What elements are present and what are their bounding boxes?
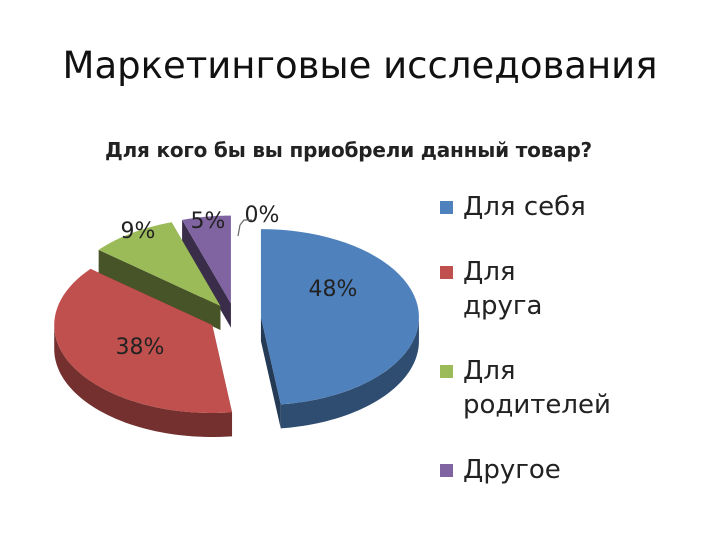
legend-label: Для себя bbox=[463, 192, 586, 222]
data-label: 5% bbox=[191, 209, 226, 234]
legend-item-parents: Для родителей bbox=[440, 354, 710, 422]
slice-friend bbox=[54, 268, 233, 438]
legend-swatch bbox=[440, 201, 453, 214]
chart-legend: Для себя Для друга Для родителей Другое bbox=[440, 190, 710, 518]
legend-label: Для друга bbox=[463, 257, 543, 321]
legend-label: Для родителей bbox=[463, 356, 611, 420]
legend-item-self: Для себя bbox=[440, 190, 710, 224]
slide-title: Маркетинговые исследования bbox=[62, 44, 658, 87]
leader-line bbox=[239, 219, 252, 226]
legend-label: Другое bbox=[463, 455, 561, 485]
chart-title: Для кого бы вы приобрели данный товар? bbox=[105, 138, 592, 162]
data-label: 9% bbox=[121, 219, 156, 244]
leader-line bbox=[237, 224, 241, 237]
legend-item-friend: Для друга bbox=[440, 255, 710, 323]
legend-item-other: Другое bbox=[440, 453, 710, 487]
data-label: 0% bbox=[245, 203, 280, 228]
slice-self bbox=[260, 229, 419, 429]
legend-swatch bbox=[440, 365, 453, 378]
slice-other bbox=[182, 215, 231, 328]
data-label: 48% bbox=[309, 277, 358, 302]
legend-swatch bbox=[440, 266, 453, 279]
legend-swatch bbox=[440, 464, 453, 477]
slice-parents bbox=[98, 222, 221, 330]
data-label: 38% bbox=[116, 335, 165, 360]
